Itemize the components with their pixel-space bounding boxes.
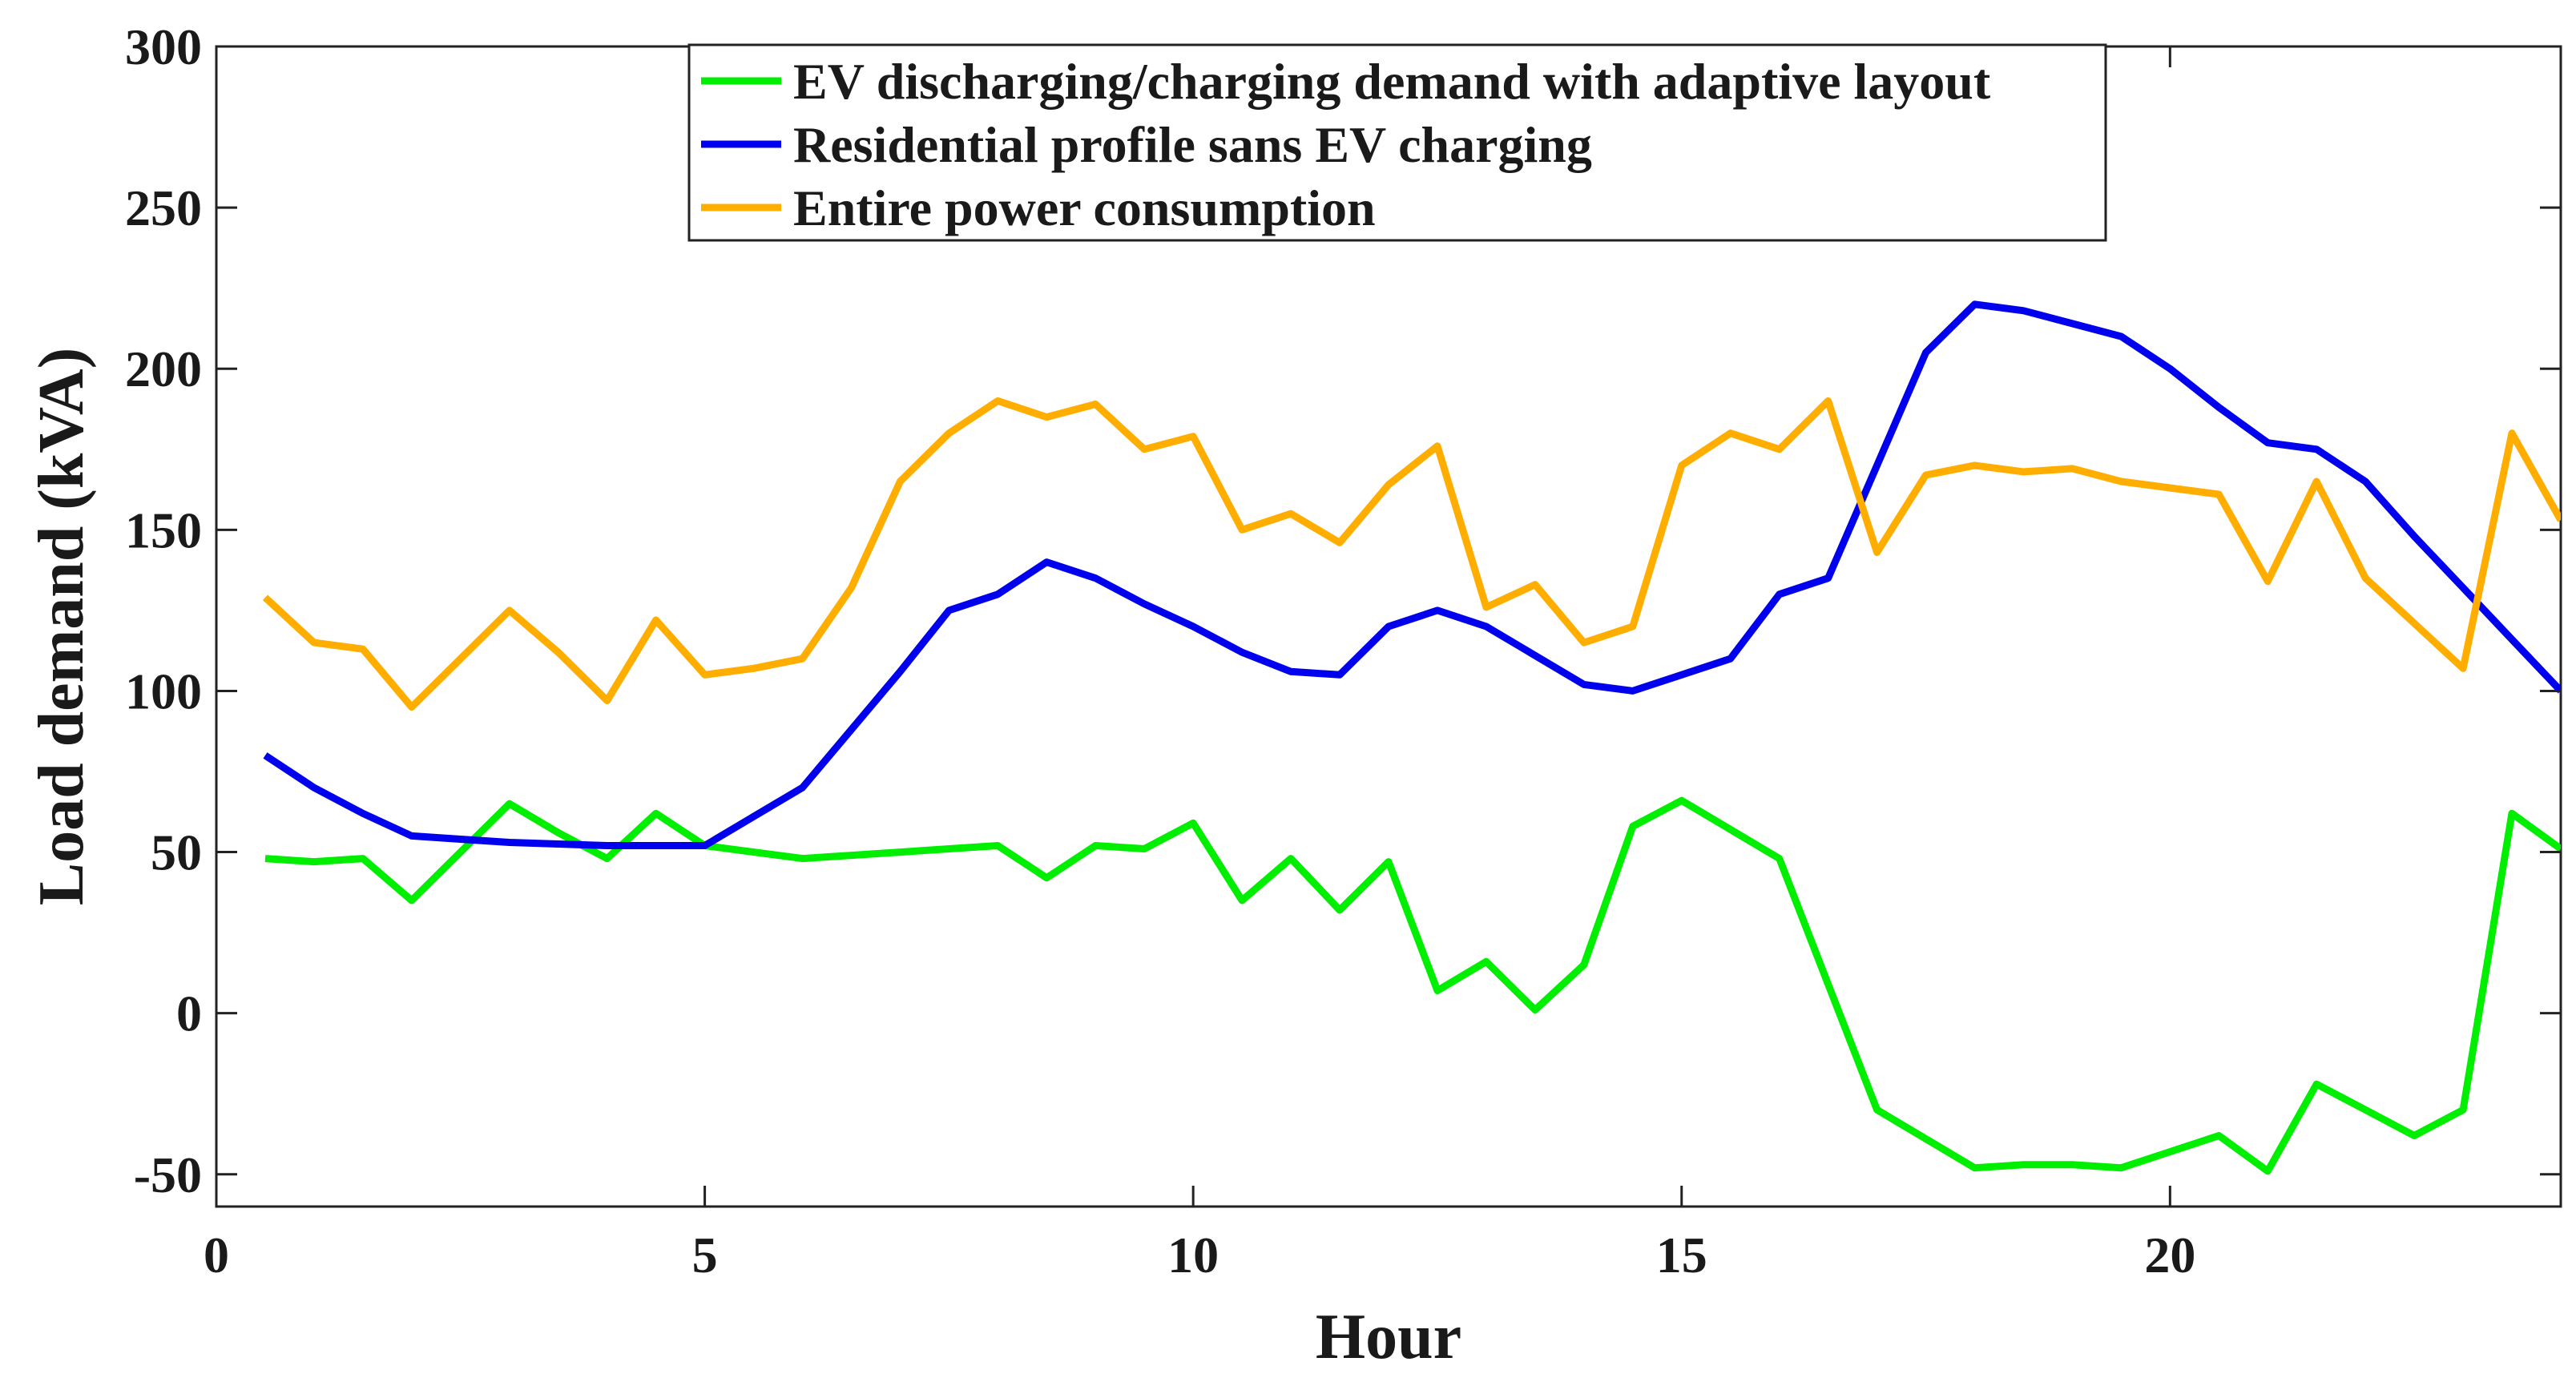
x-tick-label: 20 — [2144, 1227, 2195, 1283]
legend-box — [687, 43, 2107, 242]
y-tick-label: 100 — [125, 663, 202, 719]
x-tick-label: 0 — [204, 1227, 229, 1283]
x-axis-title: Hour — [1316, 1302, 1461, 1372]
y-tick-label: 200 — [125, 340, 202, 397]
y-tick-label: 150 — [125, 502, 202, 558]
series-line-residential — [263, 300, 2561, 849]
y-tick-label: 300 — [125, 18, 202, 75]
x-tick-label: 5 — [692, 1227, 718, 1283]
series-layer — [262, 300, 2561, 1175]
y-tick-label: 50 — [151, 824, 202, 881]
y-tick-label: 0 — [176, 985, 202, 1042]
legend: EV discharging/charging demand with adap… — [687, 43, 2107, 242]
y-tick-label: -50 — [134, 1146, 202, 1203]
x-tick-label: 10 — [1167, 1227, 1219, 1283]
series-line-entire-consumption — [262, 397, 2561, 711]
x-tick-label: 15 — [1656, 1227, 1707, 1283]
legend-label-ev: EV discharging/charging demand with adap… — [793, 53, 1991, 110]
series-line-ev-demand — [264, 796, 2561, 1175]
y-axis-title: Load demand (kVA) — [26, 348, 97, 905]
legend-label-residential: Residential profile sans EV charging — [793, 116, 1592, 173]
y-tick-label: 250 — [125, 179, 202, 236]
legend-label-entire: Entire power consumption — [793, 179, 1376, 236]
